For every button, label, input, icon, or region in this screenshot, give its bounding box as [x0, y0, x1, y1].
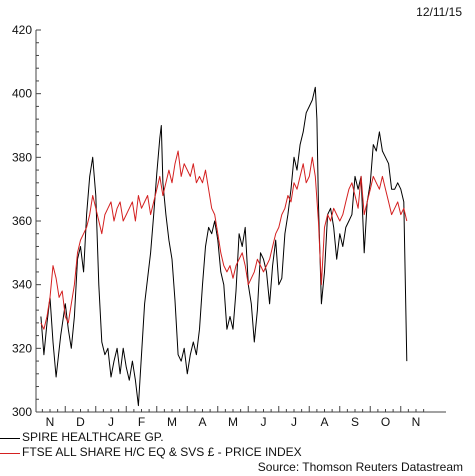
x-tick-label: J [261, 415, 267, 429]
y-tick-label: 400 [12, 87, 32, 101]
legend-swatch-ftse [0, 453, 20, 454]
series-line-spire [40, 86, 408, 407]
x-tick-label: M [167, 415, 177, 429]
x-tick-label: N [412, 415, 421, 429]
legend-swatch-spire [0, 438, 20, 439]
y-tick-label: 300 [12, 405, 32, 419]
legend-spire: SPIRE HEALTHCARE GP. [22, 430, 164, 444]
x-tick-label: N [46, 415, 55, 429]
x-tick-label: J [291, 415, 297, 429]
legend-ftse: FTSE ALL SHARE H/C EQ & SVS £ - PRICE IN… [22, 445, 302, 459]
x-tick-label: J [108, 415, 114, 429]
y-tick-label: 340 [12, 278, 32, 292]
x-tick-label: M [228, 415, 238, 429]
source-note: Source: Thomson Reuters Datastream [257, 460, 463, 474]
x-tick-label: A [198, 415, 206, 429]
y-tick-label: 360 [12, 214, 32, 228]
chart-date: 12/11/15 [416, 5, 462, 19]
x-tick-label: S [351, 415, 359, 429]
y-tick-label: 420 [12, 23, 32, 37]
y-tick-label: 380 [12, 150, 32, 164]
x-tick-label: A [320, 415, 328, 429]
x-tick-label: F [138, 415, 145, 429]
y-tick-label: 320 [12, 341, 32, 355]
series-line-ftse [40, 150, 408, 330]
x-tick-label: D [76, 415, 85, 429]
x-tick-label: O [381, 415, 390, 429]
